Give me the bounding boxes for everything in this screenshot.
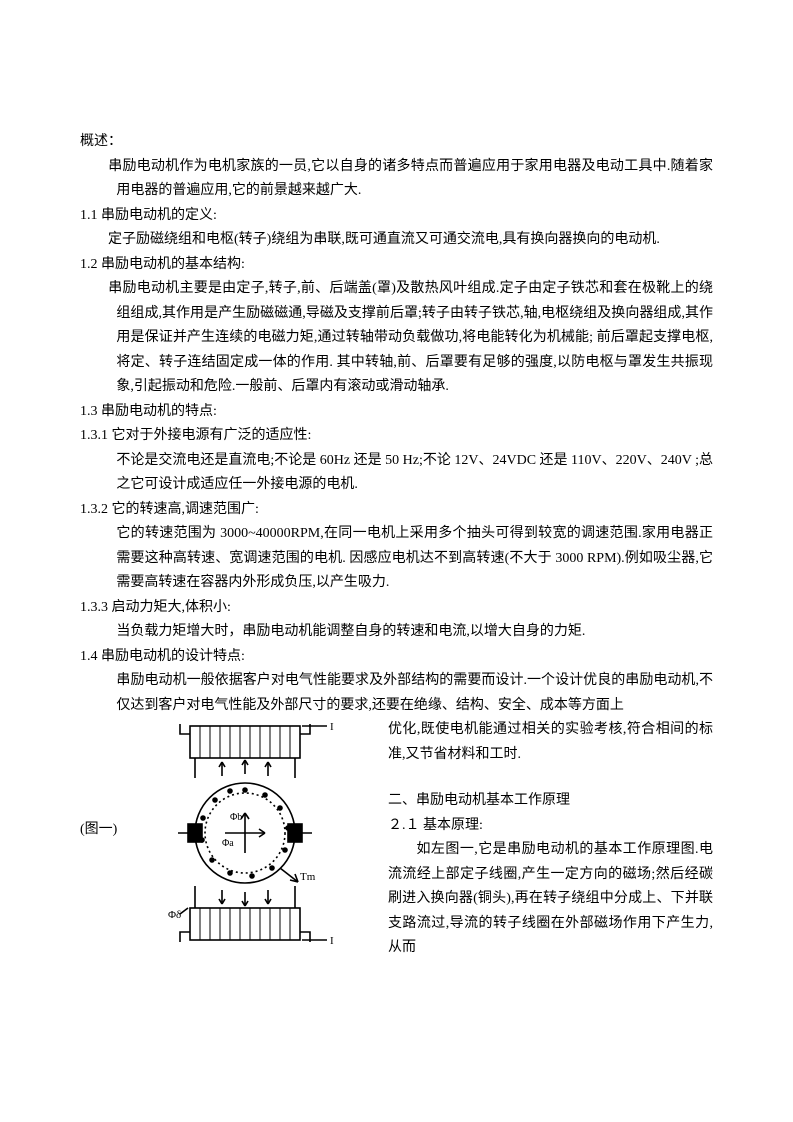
svg-text:Φb: Φb — [230, 812, 242, 823]
s12-body-text: 串励电动机主要是由定子,转子,前、后端盖(罩)及散热风叶组成.定子由定子铁芯和套… — [108, 281, 713, 394]
overview-title: 概述： — [80, 130, 713, 155]
s12-body: 串励电动机主要是由定子,转子,前、后端盖(罩)及散热风叶组成.定子由定子铁芯和套… — [116, 277, 713, 400]
overview-block: 串励电动机作为电机家族的一员,它以自身的诸多特点而普遍应用于家用电器及电动工具中… — [80, 155, 713, 204]
s12-title: 1.2 串励电动机的基本结构: — [80, 253, 713, 278]
s133-body-text: 当负载力矩增大时，串励电动机能调整自身的转速和电流,以增大自身的力矩. — [116, 624, 585, 639]
motor-schematic-icon: I — [130, 718, 380, 948]
svg-text:Φa: Φa — [222, 838, 234, 849]
figure-one: (图一) I — [80, 718, 380, 948]
s11-title: 1.1 串励电动机的定义: — [80, 204, 713, 229]
s132-body: 它的转速范围为 3000~40000RPM,在同一电机上采用多个抽头可得到较宽的… — [116, 522, 713, 596]
document-page: 概述： 串励电动机作为电机家族的一员,它以自身的诸多特点而普遍应用于家用电器及电… — [0, 0, 793, 1122]
s14-block: 串励电动机一般依据客户对电气性能要求及外部结构的需要而设计.一个设计优良的串励电… — [80, 669, 713, 718]
s11-body-text: 定子励磁绕组和电枢(转子)绕组为串联,既可通直流又可通交流电,具有换向器换向的电… — [108, 232, 660, 247]
s133-block: 当负载力矩增大时，串励电动机能调整自身的转速和电流,以增大自身的力矩. — [80, 620, 713, 645]
figure-and-right-text: (图一) I — [80, 718, 713, 961]
s131-title: 1.3.1 它对于外接电源有广泛的适应性: — [80, 424, 713, 449]
s133-body: 当负载力矩增大时，串励电动机能调整自身的转速和电流,以增大自身的力矩. — [116, 620, 713, 645]
s132-body-text: 它的转速范围为 3000~40000RPM,在同一电机上采用多个抽头可得到较宽的… — [116, 526, 713, 590]
s132-block: 它的转速范围为 3000~40000RPM,在同一电机上采用多个抽头可得到较宽的… — [80, 522, 713, 596]
s13-title: 1.3 串励电动机的特点: — [80, 400, 713, 425]
s131-block: 不论是交流电还是直流电;不论是 60Hz 还是 50 Hz;不论 12V、24V… — [80, 449, 713, 498]
overview-body: 串励电动机作为电机家族的一员,它以自身的诸多特点而普遍应用于家用电器及电动工具中… — [116, 155, 713, 204]
s12-block: 串励电动机主要是由定子,转子,前、后端盖(罩)及散热风叶组成.定子由定子铁芯和套… — [80, 277, 713, 400]
s131-body: 不论是交流电还是直流电;不论是 60Hz 还是 50 Hz;不论 12V、24V… — [116, 449, 713, 498]
s21-body-text: 如左图一,它是串励电动机的基本工作原理图.电流流经上部定子线圈,产生一定方向的磁… — [388, 842, 713, 955]
svg-text:Φδ: Φδ — [168, 909, 181, 921]
s11-body: 定子励磁绕组和电枢(转子)绕组为串联,既可通直流又可通交流电,具有换向器换向的电… — [116, 228, 713, 253]
s133-title: 1.3.3 启动力矩大,体积小: — [80, 596, 713, 621]
s132-title: 1.3.2 它的转速高,调速范围广: — [80, 498, 713, 523]
svg-text:Tm: Tm — [300, 871, 316, 883]
s14-body1-text: 串励电动机一般依据客户对电气性能要求及外部结构的需要而设计.一个设计优良的串励电… — [116, 673, 713, 713]
s131-body-text: 不论是交流电还是直流电;不论是 60Hz 还是 50 Hz;不论 12V、24V… — [116, 453, 713, 493]
s11-block: 定子励磁绕组和电枢(转子)绕组为串联,既可通直流又可通交流电,具有换向器换向的电… — [80, 228, 713, 253]
figure-label: (图一) — [80, 818, 117, 843]
s14-body-line1: 串励电动机一般依据客户对电气性能要求及外部结构的需要而设计.一个设计优良的串励电… — [116, 669, 713, 718]
s14-title: 1.4 串励电动机的设计特点: — [80, 645, 713, 670]
overview-body-text: 串励电动机作为电机家族的一员,它以自身的诸多特点而普遍应用于家用电器及电动工具中… — [108, 159, 713, 199]
svg-text:I: I — [330, 721, 334, 733]
svg-text:I: I — [330, 935, 334, 947]
